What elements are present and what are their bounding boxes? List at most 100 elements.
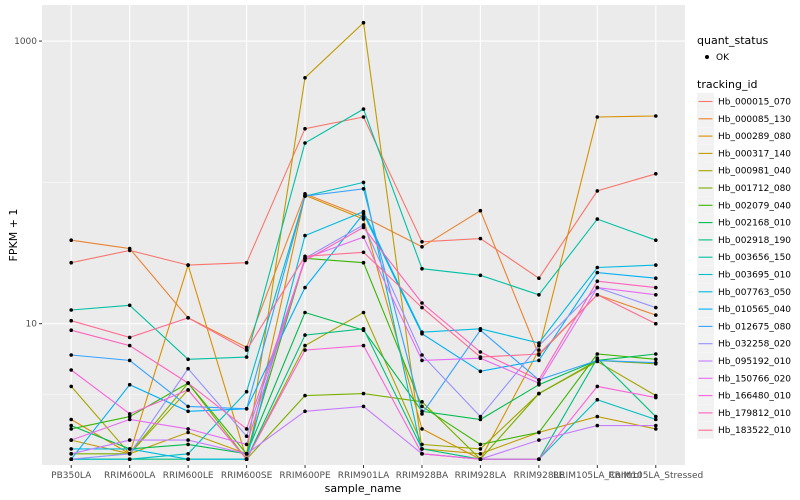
data-point [537,381,541,385]
data-point [420,353,424,357]
data-point [654,313,658,317]
data-point [361,180,366,185]
y-tick-label: 10 [26,320,38,330]
data-point [69,417,73,422]
legend-ok-symbol [705,55,709,59]
legend-item-label: Hb_002918_190 [718,236,791,246]
data-point [303,258,307,263]
data-point [537,378,541,382]
data-point [303,333,307,337]
legend-item-label: Hb_166480_010 [718,392,791,402]
data-point [361,225,366,230]
data-point [303,126,307,131]
data-point [244,355,249,359]
data-point [595,285,600,290]
data-point [244,434,249,439]
data-point [244,442,249,447]
data-point [654,114,658,118]
data-point [127,452,132,456]
data-point [537,430,541,435]
data-point [420,245,424,249]
data-point [420,427,424,431]
data-point [595,115,600,119]
data-point [244,345,249,350]
data-point [654,263,658,267]
data-point [420,331,424,336]
data-point [654,417,658,422]
legend-quant-status-title: quant_status [697,34,769,47]
data-point [654,238,658,242]
series-points [69,20,658,462]
data-point [654,276,658,281]
data-point [361,404,366,409]
data-point [186,427,190,431]
data-point [361,310,366,315]
data-point [127,447,132,451]
y-tick-label: 1000 [14,37,37,47]
data-point [595,279,600,284]
legend-item-label: Hb_000981_040 [718,167,791,177]
data-point [186,430,190,435]
y-axis: 10 1000 [14,37,42,330]
data-point [654,427,658,431]
data-point [186,381,190,385]
data-point [69,384,73,389]
data-point [244,407,249,411]
data-point [478,417,483,422]
data-point [420,412,424,416]
data-point [303,254,307,259]
legend-item-label: Hb_003656_150 [718,253,791,263]
legend-item-label: Hb_001712_080 [718,184,791,194]
data-point [303,310,307,315]
data-point [537,293,541,297]
data-point [186,357,190,362]
data-point [244,260,249,265]
data-point [478,369,483,374]
legend-tracking-title: tracking_id [697,78,758,91]
data-point [244,389,249,394]
data-point [595,352,600,356]
data-point [303,393,307,398]
data-point [361,107,366,111]
data-point [303,233,307,238]
data-point [654,293,658,297]
data-point [186,404,190,409]
data-point [361,391,366,396]
data-point [595,423,600,428]
data-point [478,355,483,359]
data-point [595,189,600,193]
data-point [654,352,658,356]
data-point [478,452,483,456]
data-point [69,427,73,431]
data-point [361,327,366,331]
data-point [69,368,73,372]
data-point [186,316,190,320]
data-point [478,350,483,354]
data-point [420,442,424,447]
data-point [361,115,366,119]
data-point [186,442,190,447]
data-point [420,305,424,310]
data-point [654,321,658,326]
data-point [654,172,658,176]
legend-item-label: Hb_000085_130 [718,115,791,125]
data-point [595,397,600,402]
x-tick-label: RRIM928LA [455,471,507,481]
data-point [478,236,483,241]
data-point [478,447,483,451]
data-point [69,328,73,333]
data-point [478,414,483,419]
data-point [654,305,658,310]
data-point [69,438,73,442]
data-point [244,427,249,431]
data-point [361,187,366,191]
data-point [244,457,249,462]
data-point [127,382,132,387]
legend-item-label: Hb_002079_040 [718,201,791,211]
data-point [127,414,132,419]
data-point [361,343,366,348]
data-point [595,217,600,221]
data-point [537,438,541,442]
legend-quant-status: quant_status OK [697,34,769,63]
data-point [303,343,307,348]
